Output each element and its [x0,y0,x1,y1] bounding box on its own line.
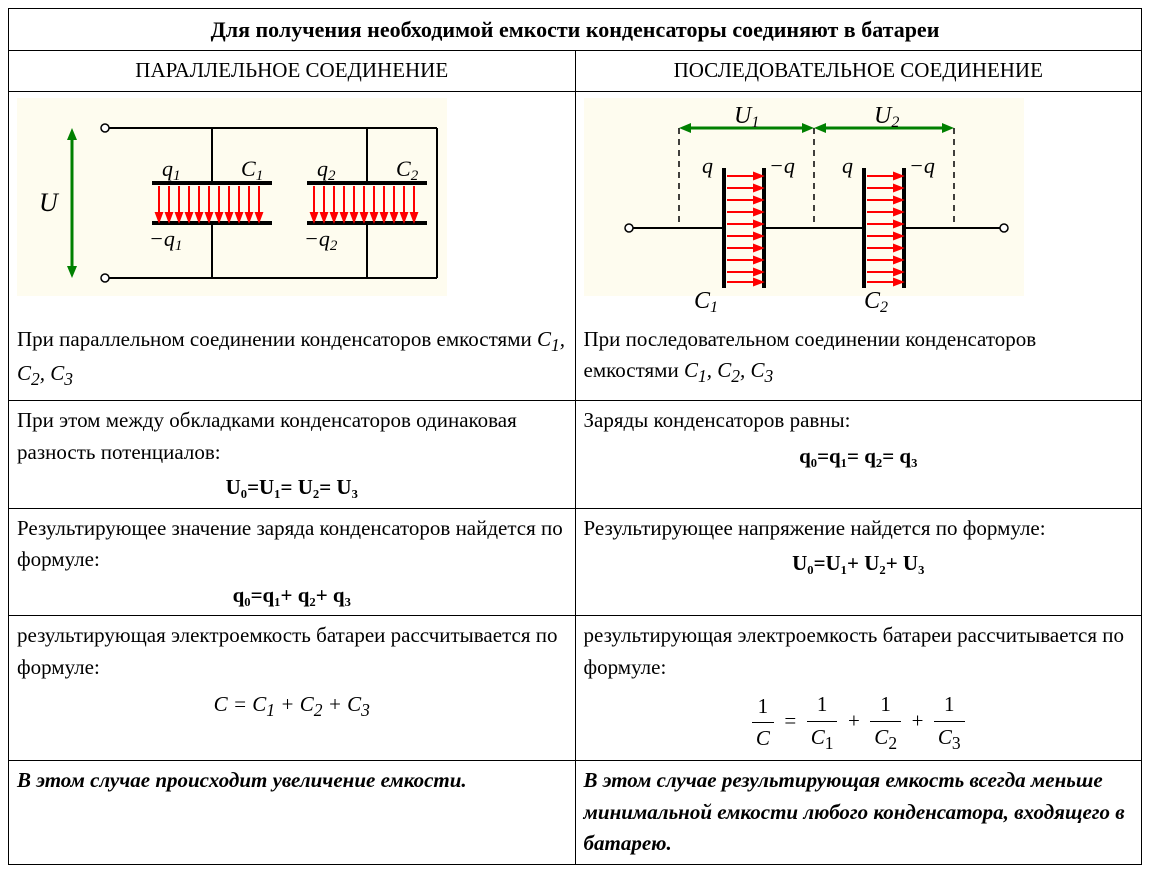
series-conclusion-cell: В этом случае результирующая емкость все… [575,761,1142,865]
svg-text:−q: −q [909,153,935,178]
series-charge-formula: q₀=q₁= q₂= q₃ [584,441,1134,473]
parallel-conclusion-cell: В этом случае происходит увеличение емко… [9,761,576,865]
capacitor-comparison-table: Для получения необходимой емкости конден… [8,8,1142,865]
series-intro-text: При последовательном соединении конденса… [584,324,1134,390]
caps-list-series: C1, C2, C3 [684,358,773,382]
series-capacitance-cell: результирующая электроемкость батареи ра… [575,616,1142,761]
svg-text:−q: −q [769,153,795,178]
svg-text:U: U [39,188,60,217]
svg-text:q: q [842,153,853,178]
table-title: Для получения необходимой емкости конден… [9,9,1142,51]
series-charge-cell: Заряды конденсаторов равны: q₀=q₁= q₂= q… [575,401,1142,509]
parallel-intro-text: При параллельном соединении конденсаторо… [17,324,567,393]
parallel-capacitance-formula: C = C1 + C2 + C3 [17,689,567,723]
col-header-parallel: ПАРАЛЛЕЛЬНОЕ СОЕДИНЕНИЕ [9,51,576,92]
series-voltage-formula: U₀=U₁+ U₂+ U₃ [584,548,1134,580]
parallel-potential-formula: U₀=U₁= U₂= U₃ [17,472,567,504]
series-circuit-diagram: U1 U2 [584,98,1024,318]
parallel-potential-cell: При этом между обкладками конденсаторов … [9,401,576,509]
parallel-capacitance-cell: результирующая электроемкость батареи ра… [9,616,576,761]
parallel-charge-sum-cell: Результирующее значение заряда конденсат… [9,508,576,616]
col-header-series: ПОСЛЕДОВАТЕЛЬНОЕ СОЕДИНЕНИЕ [575,51,1142,92]
svg-text:q: q [702,153,713,178]
series-capacitance-formula: 1C = 1C1 + 1C2 + 1C3 [584,689,1134,756]
parallel-circuit-diagram: U [17,98,447,318]
series-voltage-sum-cell: Результирующее напряжение найдется по фо… [575,508,1142,616]
parallel-charge-formula: q₀=q₁+ q₂+ q₃ [17,580,567,612]
series-diagram-cell: U1 U2 [575,91,1142,401]
parallel-diagram-cell: U [9,91,576,401]
